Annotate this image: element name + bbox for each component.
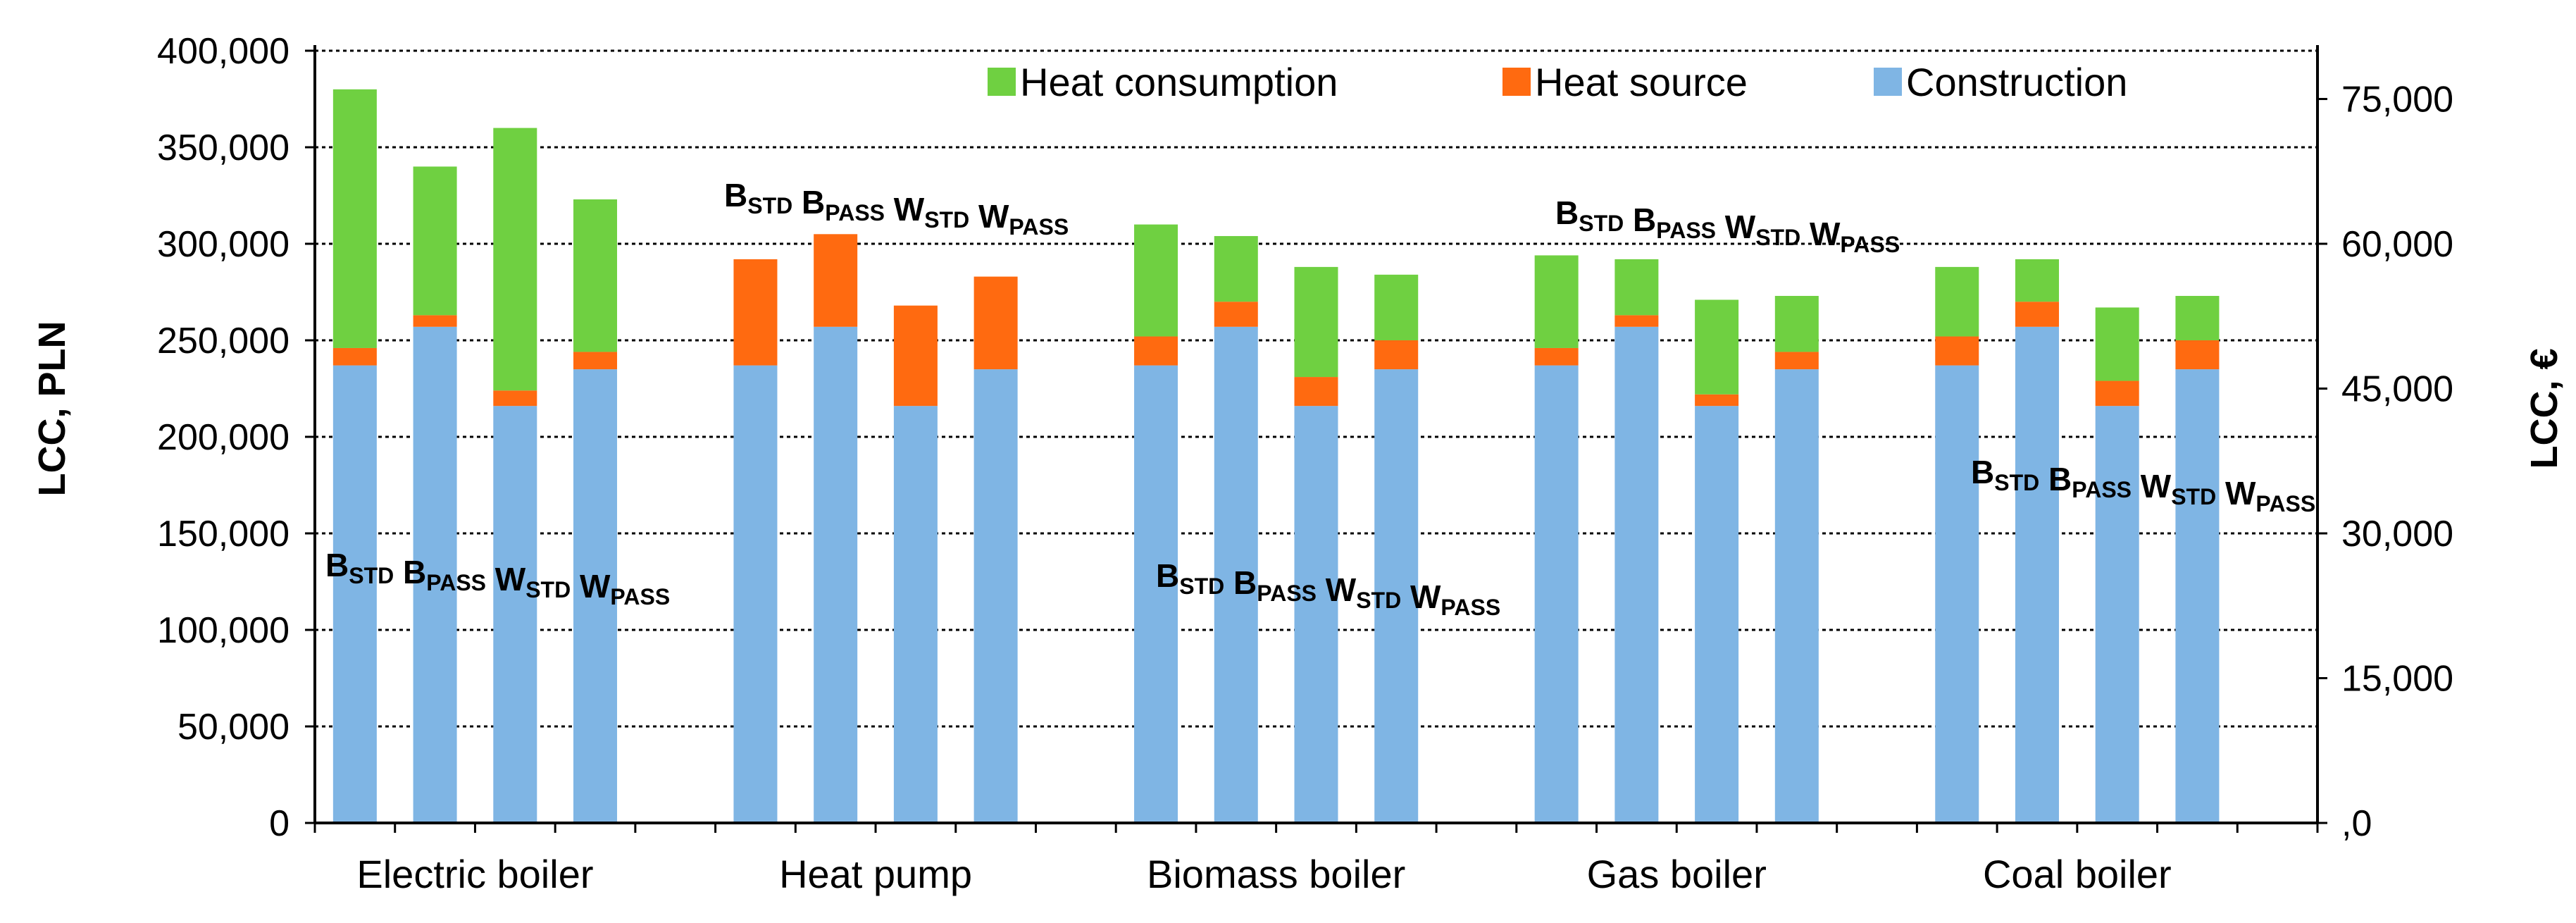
- bar-construction: [332, 365, 377, 823]
- legend-swatch: [1502, 68, 1531, 96]
- bar-construction: [733, 365, 778, 823]
- y-tick-label: 50,000: [178, 707, 290, 748]
- bar-heat-consumption: [1774, 295, 1819, 352]
- legend-label: Heat consumption: [1020, 60, 1338, 104]
- y-tick-label: 350,000: [157, 128, 290, 168]
- bar-construction: [1374, 369, 1419, 823]
- bar-construction: [893, 406, 938, 823]
- legend-label: Heat source: [1535, 60, 1748, 104]
- group-labels: Electric boiler Heat pump Biomass boiler Ga…: [356, 852, 2171, 896]
- bar-construction: [1214, 326, 1258, 823]
- bar-construction: [1134, 365, 1178, 823]
- bar-heat-source: [1695, 394, 1739, 407]
- y-tick-label: 150,000: [157, 514, 290, 555]
- bar-heat-consumption: [1214, 236, 1258, 302]
- bar-construction: [1695, 406, 1739, 823]
- bar-construction: [413, 326, 457, 823]
- y2-tick-label: 30,000: [2341, 514, 2453, 555]
- bar-heat-source: [1134, 336, 1178, 366]
- bar-heat-consumption: [1935, 266, 1979, 337]
- y-tick-label: 300,000: [157, 224, 290, 265]
- y2-tick-label: 75,000: [2341, 80, 2453, 120]
- bar-heat-source: [573, 352, 618, 370]
- bar-heat-source: [1214, 302, 1258, 327]
- bar-construction: [573, 369, 618, 823]
- axes: [305, 45, 2327, 833]
- bar-label-row: BSTD BPASS WSTD WPASS: [1555, 194, 1900, 257]
- bar-heat-source: [413, 315, 457, 327]
- y-tick-label: 200,000: [157, 417, 290, 458]
- bar-heat-source: [973, 276, 1018, 370]
- bar-construction: [493, 406, 537, 823]
- bar-heat-consumption: [1534, 255, 1579, 348]
- bar-construction: [2095, 406, 2139, 823]
- bar-heat-consumption: [1695, 299, 1739, 395]
- legend: Heat consumption Heat source Construction: [988, 60, 2127, 104]
- bar-heat-consumption: [2175, 295, 2220, 340]
- tick-labels: 0 50,000 100,000 150,000 200,000 250,000 300,0…: [157, 31, 2453, 844]
- y-tick-label: 0: [269, 803, 290, 844]
- group-label: Heat pump: [779, 852, 972, 896]
- bars: [332, 89, 2220, 823]
- bar-heat-source: [1774, 352, 1819, 370]
- bar-label-row: BSTD BPASS WSTD WPASS: [1971, 454, 2315, 516]
- y2-tick-label: 60,000: [2341, 224, 2453, 265]
- bar-heat-source: [2175, 340, 2220, 370]
- bar-construction: [814, 326, 858, 823]
- y-tick-label: 400,000: [157, 31, 290, 72]
- y2-tick-label: 15,000: [2341, 659, 2453, 700]
- group-label: Gas boiler: [1587, 852, 1767, 896]
- bar-heat-source: [893, 305, 938, 407]
- bar-heat-source: [733, 259, 778, 366]
- bar-heat-consumption: [2095, 307, 2139, 381]
- bar-label-row: BSTD BPASS WSTD WPASS: [1156, 557, 1500, 620]
- y-axis-title: LCC, PLN: [31, 321, 73, 497]
- bar-construction: [1774, 369, 1819, 823]
- legend-label: Construction: [1906, 60, 2127, 104]
- bar-heat-consumption: [332, 89, 377, 348]
- bar-construction: [973, 369, 1018, 823]
- bar-heat-source: [1935, 336, 1979, 366]
- y2-tick-label: ,0: [2341, 803, 2372, 844]
- group-label: Biomass boiler: [1147, 852, 1405, 896]
- bar-heat-source: [1294, 377, 1338, 407]
- legend-swatch: [1874, 68, 1902, 96]
- bar-label-row: BSTD BPASS WSTD WPASS: [325, 547, 670, 609]
- bar-construction: [1534, 365, 1579, 823]
- bar-heat-source: [1614, 315, 1659, 327]
- bar-heat-consumption: [1134, 224, 1178, 337]
- group-label: Coal boiler: [1983, 852, 2172, 896]
- bar-heat-consumption: [1374, 274, 1419, 340]
- bar-construction: [1614, 326, 1659, 823]
- bar-construction: [2175, 369, 2220, 823]
- bar-heat-consumption: [1614, 259, 1659, 316]
- bar-heat-consumption: [493, 128, 537, 391]
- bar-heat-consumption: [413, 166, 457, 316]
- y-tick-label: 100,000: [157, 610, 290, 651]
- bar-label-row: BSTD BPASS WSTD WPASS: [724, 177, 1069, 240]
- y2-tick-label: 45,000: [2341, 369, 2453, 410]
- y-tick-label: 250,000: [157, 321, 290, 361]
- bar-construction: [1935, 365, 1979, 823]
- bar-heat-source: [1534, 347, 1579, 366]
- legend-swatch: [988, 68, 1016, 96]
- bar-annotations: BSTD BPASS WSTD WPASS BSTD BPASS WSTD WPA…: [325, 177, 2315, 620]
- bar-heat-source: [332, 347, 377, 366]
- y2-axis-title: LCC, €: [2523, 348, 2565, 469]
- bar-heat-consumption: [573, 199, 618, 352]
- bar-heat-source: [493, 390, 537, 407]
- bar-heat-consumption: [2015, 259, 2059, 302]
- bar-heat-source: [2095, 380, 2139, 407]
- bar-heat-source: [1374, 340, 1419, 370]
- bar-heat-source: [2015, 302, 2059, 327]
- bar-heat-source: [814, 234, 858, 327]
- group-label: Electric boiler: [356, 852, 593, 896]
- bar-heat-consumption: [1294, 266, 1338, 378]
- bar-construction: [2015, 326, 2059, 823]
- bar-construction: [1294, 406, 1338, 823]
